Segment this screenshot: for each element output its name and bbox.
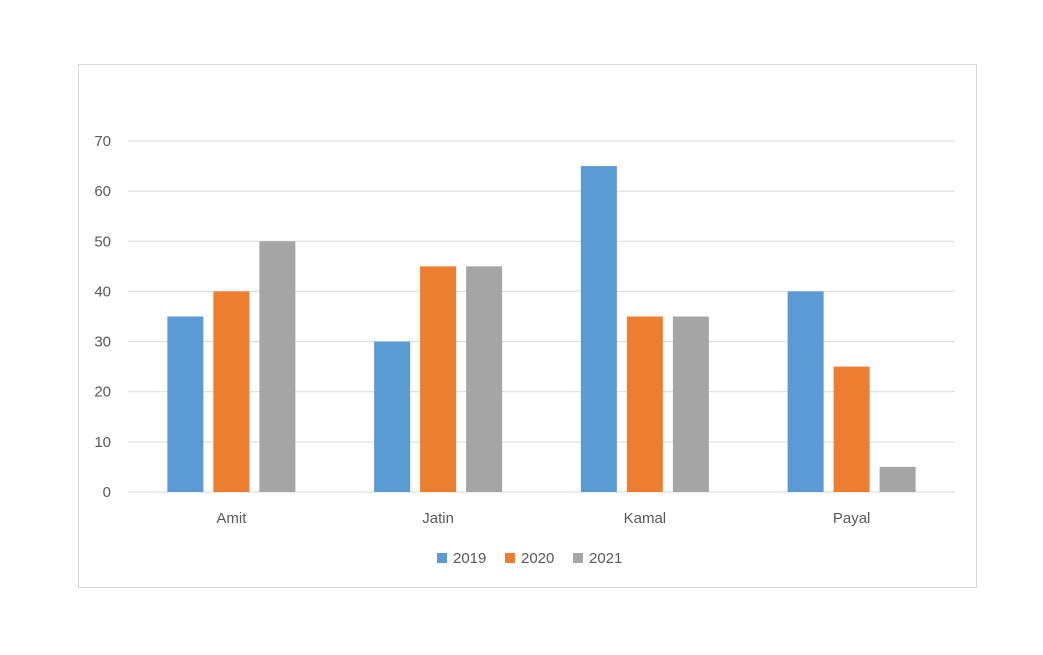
bar-2019-kamal	[580, 166, 617, 493]
legend-label-2021: 2021	[589, 550, 622, 567]
legend-swatch-2020	[505, 553, 515, 563]
legend-swatch-2021	[573, 553, 583, 563]
y-tick-label: 30	[94, 334, 111, 351]
y-tick-label: 40	[94, 283, 111, 300]
bar-2021-payal	[879, 466, 916, 492]
y-axis-ticks: 0 10 20 30 40 50 60 70	[94, 133, 111, 501]
bar-2021-amit	[259, 241, 296, 492]
bar-2020-payal	[833, 366, 870, 492]
y-tick-label: 10	[94, 434, 111, 451]
y-tick-label: 60	[94, 183, 111, 200]
bar-2019-amit	[167, 316, 204, 492]
x-tick-label: Jatin	[422, 510, 454, 527]
legend: 2019 2020 2021	[437, 550, 622, 567]
x-axis-ticks: Amit Jatin Kamal Payal	[216, 510, 870, 527]
legend-swatch-2019	[437, 553, 447, 563]
y-tick-label: 50	[94, 233, 111, 250]
bar-2019-payal	[787, 291, 824, 492]
bar-2021-jatin	[466, 266, 503, 492]
x-tick-label: Kamal	[624, 510, 667, 527]
y-tick-label: 70	[94, 133, 111, 150]
bars	[167, 166, 916, 493]
bar-2020-jatin	[420, 266, 457, 492]
bar-2020-amit	[213, 291, 250, 492]
bar-2020-kamal	[626, 316, 663, 492]
x-tick-label: Payal	[833, 510, 871, 527]
legend-label-2020: 2020	[521, 550, 554, 567]
bar-2019-jatin	[374, 341, 411, 492]
gridlines	[128, 140, 955, 493]
y-tick-label: 20	[94, 384, 111, 401]
y-tick-label: 0	[103, 484, 111, 501]
legend-label-2019: 2019	[453, 550, 486, 567]
bar-2021-kamal	[672, 316, 709, 492]
x-tick-label: Amit	[216, 510, 247, 527]
